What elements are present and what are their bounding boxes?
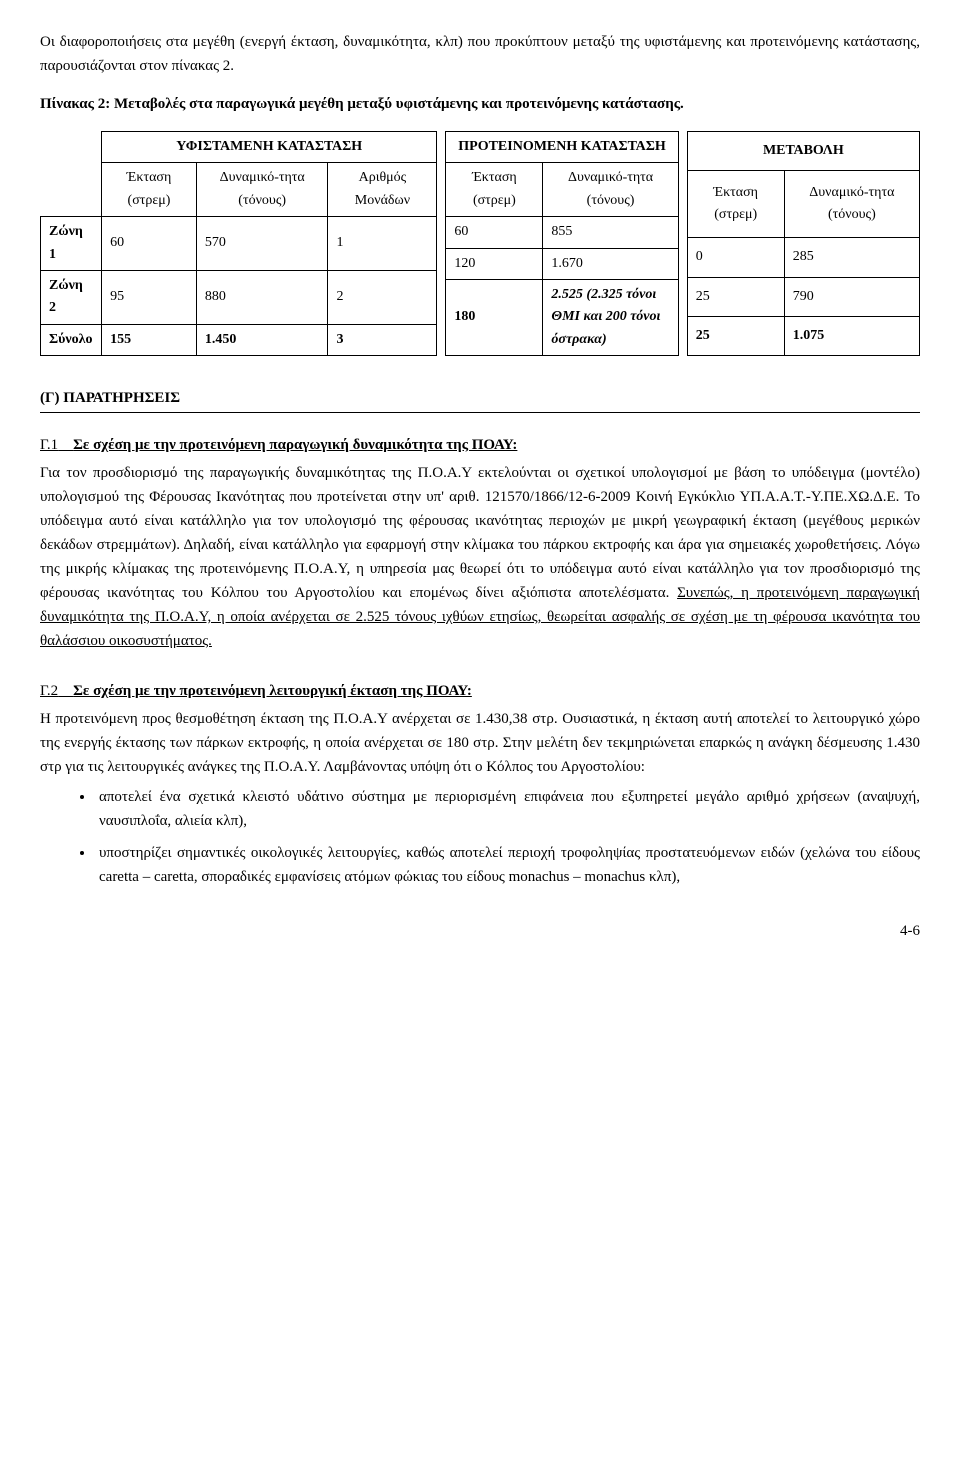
tables-container: ΥΦΙΣΤΑΜΕΝΗ ΚΑΤΑΣΤΑΣΗ Έκταση (στρεμ) Δυνα… <box>40 131 920 356</box>
bullet-1: αποτελεί ένα σχετικά κλειστό υδάτινο σύσ… <box>95 785 920 833</box>
cell: 790 <box>784 277 919 316</box>
hdr-existing: ΥΦΙΣΤΑΜΕΝΗ ΚΑΤΑΣΤΑΣΗ <box>102 132 437 163</box>
cell: 1.075 <box>784 316 919 355</box>
row-zone2: Ζώνη 2 <box>41 270 102 324</box>
table-change: ΜΕΤΑΒΟΛΗ Έκταση (στρεμ) Δυναμικό-τητα (τ… <box>687 131 920 356</box>
cell: 95 <box>102 270 197 324</box>
sub-arithmos: Αριθμός Μονάδων <box>328 163 437 217</box>
g1-body: Για τον προσδιορισμό της παραγωγικής δυν… <box>40 461 920 653</box>
cell: 120 <box>446 248 543 279</box>
cell: 285 <box>784 238 919 277</box>
bullet-2: υποστηρίζει σημαντικές οικολογικές λειτο… <box>95 841 920 889</box>
sub-ektasi-2: Έκταση (στρεμ) <box>446 163 543 217</box>
sub-ektasi-3: Έκταση (στρεμ) <box>687 171 784 238</box>
cell: 2 <box>328 270 437 324</box>
g1-body-text: Για τον προσδιορισμό της παραγωγικής δυν… <box>40 465 920 601</box>
g1-main: Σε σχέση με την προτεινόμενη παραγωγική … <box>73 437 517 453</box>
table-proposed: ΠΡΟΤΕΙΝΟΜΕΝΗ ΚΑΤΑΣΤΑΣΗ Έκταση (στρεμ) Δυ… <box>445 131 678 356</box>
cell: 0 <box>687 238 784 277</box>
g1-prefix: Γ.1 <box>40 437 58 453</box>
hdr-proposed: ΠΡΟΤΕΙΝΟΜΕΝΗ ΚΑΤΑΣΤΑΣΗ <box>446 132 678 163</box>
cell-total-note: 2.525 (2.325 τόνοι ΘΜΙ και 200 τόνοι όστ… <box>543 279 678 355</box>
g1-heading: Γ.1 Σε σχέση με την προτεινόμενη παραγωγ… <box>40 433 920 457</box>
row-total: Σύνολο <box>41 324 102 355</box>
cell: 155 <box>102 324 197 355</box>
table-caption: Πίνακας 2: Μεταβολές στα παραγωγικά μεγέ… <box>40 92 920 116</box>
table-existing: ΥΦΙΣΤΑΜΕΝΗ ΚΑΤΑΣΤΑΣΗ Έκταση (στρεμ) Δυνα… <box>40 131 437 356</box>
cell: 25 <box>687 277 784 316</box>
cell: 60 <box>446 217 543 248</box>
sub-dynamiko-3: Δυναμικό-τητα (τόνους) <box>784 171 919 238</box>
cell: 855 <box>543 217 678 248</box>
row-zone1: Ζώνη 1 <box>41 217 102 271</box>
page-number: 4-6 <box>40 919 920 943</box>
hdr-change: ΜΕΤΑΒΟΛΗ <box>687 132 919 171</box>
g2-bullets: αποτελεί ένα σχετικά κλειστό υδάτινο σύσ… <box>40 785 920 889</box>
cell: 880 <box>196 270 328 324</box>
section-c-heading: (Γ) ΠΑΡΑΤΗΡΗΣΕΙΣ <box>40 386 920 413</box>
sub-ektasi-1: Έκταση (στρεμ) <box>102 163 197 217</box>
intro-para-1: Οι διαφοροποιήσεις στα μεγέθη (ενεργή έκ… <box>40 30 920 78</box>
cell: 1.450 <box>196 324 328 355</box>
cell: 1 <box>328 217 437 271</box>
cell: 570 <box>196 217 328 271</box>
cell: 3 <box>328 324 437 355</box>
g2-prefix: Γ.2 <box>40 683 58 699</box>
cell: 180 <box>446 279 543 355</box>
cell: 60 <box>102 217 197 271</box>
cell: 1.670 <box>543 248 678 279</box>
g2-main: Σε σχέση με την προτεινόμενη λειτουργική… <box>73 683 472 699</box>
sub-dynamiko-1: Δυναμικό-τητα (τόνους) <box>196 163 328 217</box>
cell: 25 <box>687 316 784 355</box>
g2-body: Η προτεινόμενη προς θεσμοθέτηση έκταση τ… <box>40 707 920 779</box>
g2-heading: Γ.2 Σε σχέση με την προτεινόμενη λειτουρ… <box>40 679 920 703</box>
sub-dynamiko-2: Δυναμικό-τητα (τόνους) <box>543 163 678 217</box>
